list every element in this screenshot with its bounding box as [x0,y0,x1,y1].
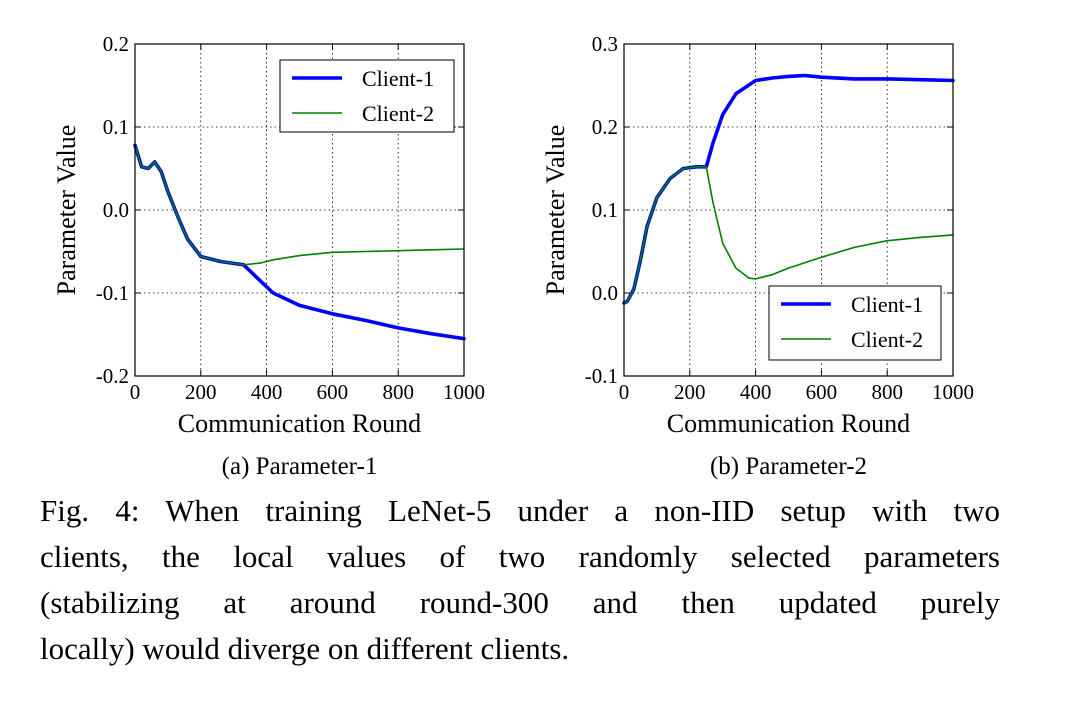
legend-label: Client-1 [851,292,923,317]
y-tick-label: 0.3 [592,32,618,56]
y-axis-label: Parameter Value [541,125,570,296]
y-tick-label: 0.0 [592,281,618,305]
x-tick-label: 0 [130,380,141,404]
x-axis-label: Communication Round [667,409,910,438]
x-tick-label: 200 [674,380,706,404]
caption-line: clients, the local values of two randoml… [40,534,1000,580]
x-tick-label: 0 [619,380,630,404]
figure-caption: Fig. 4: When training LeNet-5 under a no… [40,488,1000,672]
y-tick-label: 0.1 [103,115,129,139]
series-line-client-1 [135,145,464,338]
y-tick-label: -0.2 [96,364,129,388]
subcaption: (a) Parameter-1 [222,453,378,480]
chart-parameter-1: 0 200 400 600 800 1000 -0.2 -0.1 0.0 0.1 0.2 Commun… [52,32,485,480]
caption-line: (stabilizing at around round-300 and the… [40,580,1000,626]
y-tick-label: 0.1 [592,198,618,222]
legend-label: Client-2 [851,327,923,352]
x-axis-label: Communication Round [178,409,421,438]
x-tick-label: 400 [251,380,283,404]
series-line-client-2 [624,167,953,303]
x-tick-label: 800 [871,380,903,404]
x-tick-label: 400 [740,380,772,404]
x-tick-label: 800 [382,380,414,404]
x-tick-label: 1000 [443,380,485,404]
series-line-client-2 [135,145,464,264]
subcaption: (b) Parameter-2 [710,453,867,480]
x-tick-label: 1000 [932,380,974,404]
y-tick-label: -0.1 [585,364,618,388]
legend-label: Client-2 [362,101,434,126]
x-tick-label: 600 [806,380,838,404]
chart-parameter-2: 0 200 400 600 800 1000 -0.1 0.0 0.1 0.2 0.3 Communi… [541,32,974,480]
caption-line: locally) would diverge on different clie… [40,626,1000,672]
x-tick-label: 600 [317,380,349,404]
x-tick-label: 200 [185,380,217,404]
caption-line: Fig. 4: When training LeNet-5 under a no… [40,488,1000,534]
legend-label: Client-1 [362,66,434,91]
y-tick-label: 0.2 [592,115,618,139]
y-tick-label: 0.2 [103,32,129,56]
y-axis-label: Parameter Value [52,125,81,296]
y-tick-label: -0.1 [96,281,129,305]
y-tick-label: 0.0 [103,198,129,222]
